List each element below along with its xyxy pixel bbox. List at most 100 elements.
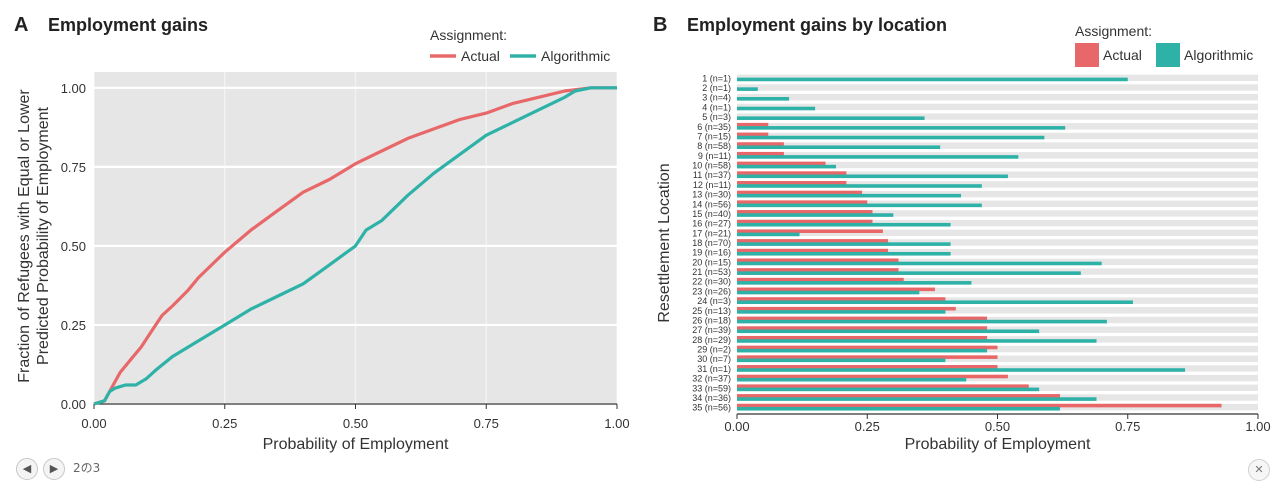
- panel-b-row-track: [737, 248, 1258, 256]
- panel-b-legend-label-actual: Actual: [1103, 47, 1142, 63]
- panel-a-xtick-label: 0.25: [212, 416, 237, 431]
- panel-b-category-label: 8 (n=58): [697, 141, 731, 151]
- panel-b-category-label: 1 (n=1): [702, 73, 731, 83]
- panel-b-row-track: [737, 287, 1258, 295]
- panel-a-title: Employment gains: [48, 15, 208, 35]
- panel-b-xlabel: Probability of Employment: [905, 436, 1091, 453]
- panel-b-category-label: 16 (n=27): [692, 219, 731, 229]
- panel-b-bar-algorithmic: [737, 261, 1102, 266]
- panel-b-row-track: [737, 210, 1258, 217]
- panel-b-bar-algorithmic: [737, 77, 1128, 82]
- panel-b-category-label: 34 (n=36): [692, 393, 731, 403]
- panel-b-category-label: 29 (n=2): [697, 345, 731, 355]
- panel-b-bar-algorithmic: [737, 155, 1019, 159]
- panel-b-category-label: 20 (n=15): [692, 257, 731, 267]
- panel-a-xlabel: Probability of Employment: [263, 436, 449, 453]
- panel-b-category-label: 13 (n=30): [692, 190, 731, 200]
- panel-b-bar-algorithmic: [737, 242, 951, 246]
- panel-b-title: Employment gains by location: [687, 15, 947, 35]
- panel-b-bar-actual: [737, 190, 863, 195]
- panel-b-bar-algorithmic: [737, 281, 972, 285]
- panel-b-letter: B: [653, 14, 667, 36]
- panel-b-row-track: [737, 181, 1258, 188]
- panel-b-xtick-label: 1.00: [1245, 419, 1270, 434]
- panel-b-row-track: [737, 113, 1258, 120]
- panel-b-row-track: [737, 278, 1258, 285]
- panel-b-bar-algorithmic: [737, 116, 925, 120]
- panel-b-category-label: 15 (n=40): [692, 209, 731, 219]
- panel-b-bar-actual: [737, 248, 889, 253]
- panel-a-ytick-label: 0.00: [61, 397, 86, 412]
- panel-b-legend-title: Assignment:: [1075, 23, 1152, 39]
- panel-b-category-label: 25 (n=13): [692, 306, 731, 316]
- panel-b-bar-actual: [737, 122, 769, 127]
- panel-b-bar-algorithmic: [737, 232, 800, 237]
- panel-b-bar-actual: [737, 394, 1061, 398]
- panel-b-bar-actual: [737, 161, 826, 166]
- panel-a-xtick-label: 0.00: [81, 416, 106, 431]
- panel-b-legend-label-algorithmic: Algorithmic: [1184, 47, 1253, 63]
- panel-b-category-label: 6 (n=35): [697, 122, 731, 132]
- panel-b-category-label: 18 (n=70): [692, 238, 731, 248]
- panel-b-row-track: [737, 84, 1258, 91]
- panel-b-category-label: 19 (n=16): [692, 248, 731, 258]
- close-icon: ✕: [1254, 463, 1264, 476]
- panel-b-bar-algorithmic: [737, 300, 1133, 305]
- panel-b-bar-actual: [737, 335, 988, 340]
- panel-a-ytick-label: 1.00: [61, 81, 86, 96]
- panel-b-bar-actual: [737, 316, 988, 321]
- panel-b-bar-actual: [737, 268, 899, 272]
- panel-b-bar-algorithmic: [737, 348, 988, 353]
- panel-b-row-track: [737, 94, 1258, 101]
- panel-b-category-label: 12 (n=11): [693, 180, 731, 190]
- panel-b-category-label: 33 (n=59): [692, 383, 731, 393]
- panel-b-category-label: 31 (n=1): [697, 364, 731, 374]
- panel-b-category-label: 11 (n=37): [693, 170, 731, 180]
- panel-b-bar-actual: [737, 355, 998, 359]
- panel-b-category-label: 21 (n=53): [692, 267, 731, 277]
- panel-b-xtick-label: 0.50: [985, 419, 1010, 434]
- panel-b-bar-actual: [737, 365, 998, 369]
- panel-b-category-label: 17 (n=21): [692, 228, 731, 238]
- panel-b-category-label: 32 (n=37): [692, 374, 731, 384]
- panel-b-category-label: 3 (n=4): [702, 93, 731, 103]
- panel-b-row-track: [737, 190, 1258, 198]
- close-button[interactable]: ✕: [1248, 459, 1270, 481]
- panel-b-bar-actual: [737, 345, 998, 350]
- panel-b-legend-swatch-actual: [1075, 43, 1099, 67]
- panel-b-category-label: 9 (n=11): [698, 151, 731, 161]
- panel-b-bar-algorithmic: [737, 106, 816, 111]
- panel-b-bar-actual: [737, 180, 847, 185]
- panel-b-bar-actual: [737, 200, 868, 204]
- panel-b-category-label: 23 (n=26): [692, 286, 731, 296]
- panel-b-bar-actual: [737, 326, 988, 330]
- prev-page-button[interactable]: ◀: [16, 458, 38, 480]
- panel-b-bar-algorithmic: [737, 145, 941, 150]
- panel-a-series-algorithmic: [93, 86, 617, 406]
- panel-b-bar-algorithmic: [737, 203, 982, 208]
- panel-b-category-label: 24 (n=3): [697, 296, 731, 306]
- panel-b-bar-algorithmic: [737, 126, 1066, 130]
- panel-a-ytick-label: 0.50: [61, 239, 86, 254]
- panel-a-legend-label-actual: Actual: [461, 48, 500, 64]
- arrow-right-icon: ▶: [49, 462, 59, 475]
- panel-b-category-label: 26 (n=18): [692, 315, 731, 325]
- panel-b-category-label: 14 (n=56): [692, 199, 731, 209]
- panel-b-bar-algorithmic: [737, 397, 1097, 401]
- panel-a-xtick-label: 1.00: [604, 416, 629, 431]
- panel-b-bar-algorithmic: [737, 368, 1186, 372]
- panel-b-bar-algorithmic: [737, 213, 894, 217]
- panel-b-bar-algorithmic: [737, 174, 1008, 179]
- panel-b-category-label: 10 (n=58): [692, 161, 731, 171]
- panel-b-row-track: [737, 239, 1258, 246]
- panel-b-ylabel: Resettlement Location: [656, 163, 673, 322]
- panel-b-bar-actual: [737, 297, 946, 301]
- panel-b-bar-actual: [737, 239, 889, 243]
- panel-b-bar-algorithmic: [737, 310, 946, 314]
- panel-a-ylabel-line-2: Predicted Probability of Employment: [35, 107, 52, 365]
- panel-b-bar-algorithmic: [737, 87, 758, 91]
- next-page-button[interactable]: ▶: [43, 458, 65, 480]
- panel-b-bar-algorithmic: [737, 358, 946, 363]
- panel-a-ylabel-line-1: Fraction of Refugees with Equal or Lower: [16, 89, 33, 383]
